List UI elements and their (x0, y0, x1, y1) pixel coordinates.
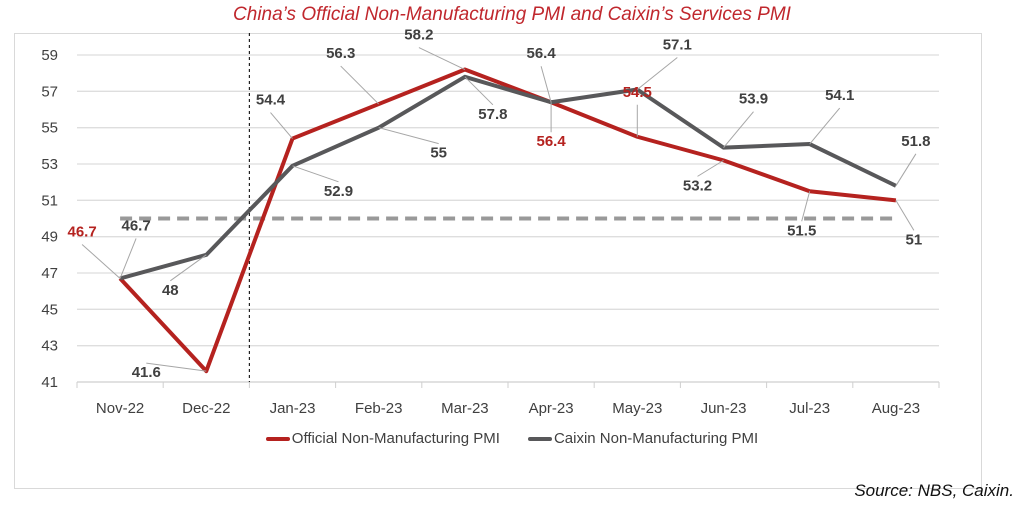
data-label: 53.2 (683, 177, 712, 194)
data-label: 56.4 (536, 133, 566, 150)
x-tick-label: Jun-23 (701, 400, 747, 417)
leader-line (895, 153, 917, 187)
leader-line (809, 107, 841, 145)
legend-label-caixin: Caixin Non-Manufacturing PMI (553, 430, 759, 447)
data-label: 54.1 (825, 87, 854, 104)
x-tick-label: Feb-23 (355, 400, 403, 417)
leader-line (81, 244, 121, 279)
x-tick-label: Aug-23 (872, 400, 920, 417)
legend-label-official: Official Non-Manufacturing PMI (291, 430, 500, 447)
leader-line (170, 254, 207, 282)
legend-item-official: Official Non-Manufacturing PMI (265, 430, 500, 447)
legend-swatch-caixin (527, 436, 552, 441)
data-label: 51 (906, 231, 923, 248)
x-tick-label: Nov-22 (96, 400, 144, 417)
series-line-caixin (119, 74, 897, 281)
y-tick-label: 47 (41, 265, 58, 282)
data-label: 54.4 (256, 92, 286, 109)
x-tick-label: Mar-23 (441, 400, 489, 417)
data-label: 56.4 (526, 45, 556, 62)
chart-frame (14, 33, 982, 489)
leader-line (418, 47, 466, 70)
x-tick-label: Dec-22 (182, 400, 230, 417)
data-label: 57.1 (663, 37, 692, 54)
y-tick-label: 45 (41, 301, 58, 318)
source-note: Source: NBS, Caixin. (854, 481, 1014, 500)
leader-line (636, 57, 678, 90)
data-label: 56.3 (326, 45, 355, 62)
legend-swatch-official (265, 436, 290, 441)
y-tick-label: 51 (41, 192, 58, 209)
y-tick-label: 57 (41, 83, 58, 100)
y-tick-label: 55 (41, 120, 58, 137)
x-tick-label: Apr-23 (529, 400, 574, 417)
data-label: 58.2 (404, 27, 433, 44)
series-line-official (118, 67, 897, 374)
data-label: 51.5 (787, 222, 816, 239)
x-tick-label: Jan-23 (270, 400, 316, 417)
data-label: 46.7 (67, 223, 96, 240)
legend: Official Non-Manufacturing PMI Caixin No… (0, 430, 1024, 447)
data-label: 48 (162, 282, 179, 299)
legend-item-caixin: Caixin Non-Manufacturing PMI (527, 430, 759, 447)
data-label: 55 (430, 145, 447, 162)
leader-line (540, 66, 552, 103)
data-label: 51.8 (901, 133, 930, 150)
leader-line (895, 200, 915, 231)
leader-line (723, 111, 754, 148)
y-tick-label: 53 (41, 156, 58, 173)
data-label: 52.9 (324, 183, 353, 200)
leader-line (801, 191, 811, 222)
data-label: 57.8 (478, 106, 507, 123)
y-tick-label: 59 (41, 47, 58, 64)
x-tick-label: Jul-23 (789, 400, 830, 417)
leader-line (340, 65, 380, 105)
y-tick-label: 43 (41, 338, 58, 355)
data-label: 54.5 (623, 84, 652, 101)
leader-line (697, 159, 724, 177)
data-label: 41.6 (132, 364, 161, 381)
data-label: 46.7 (121, 217, 150, 234)
y-tick-label: 49 (41, 229, 58, 246)
y-tick-label: 41 (41, 374, 58, 391)
leader-line (119, 238, 137, 279)
leader-line (292, 165, 339, 183)
leader-line (378, 127, 439, 145)
x-tick-label: May-23 (612, 400, 662, 417)
data-label: 53.9 (739, 91, 768, 108)
leader-line (464, 76, 494, 106)
chart-title: China’s Official Non-Manufacturing PMI a… (233, 4, 791, 25)
leader-line (270, 112, 293, 139)
leader-line (146, 362, 207, 372)
